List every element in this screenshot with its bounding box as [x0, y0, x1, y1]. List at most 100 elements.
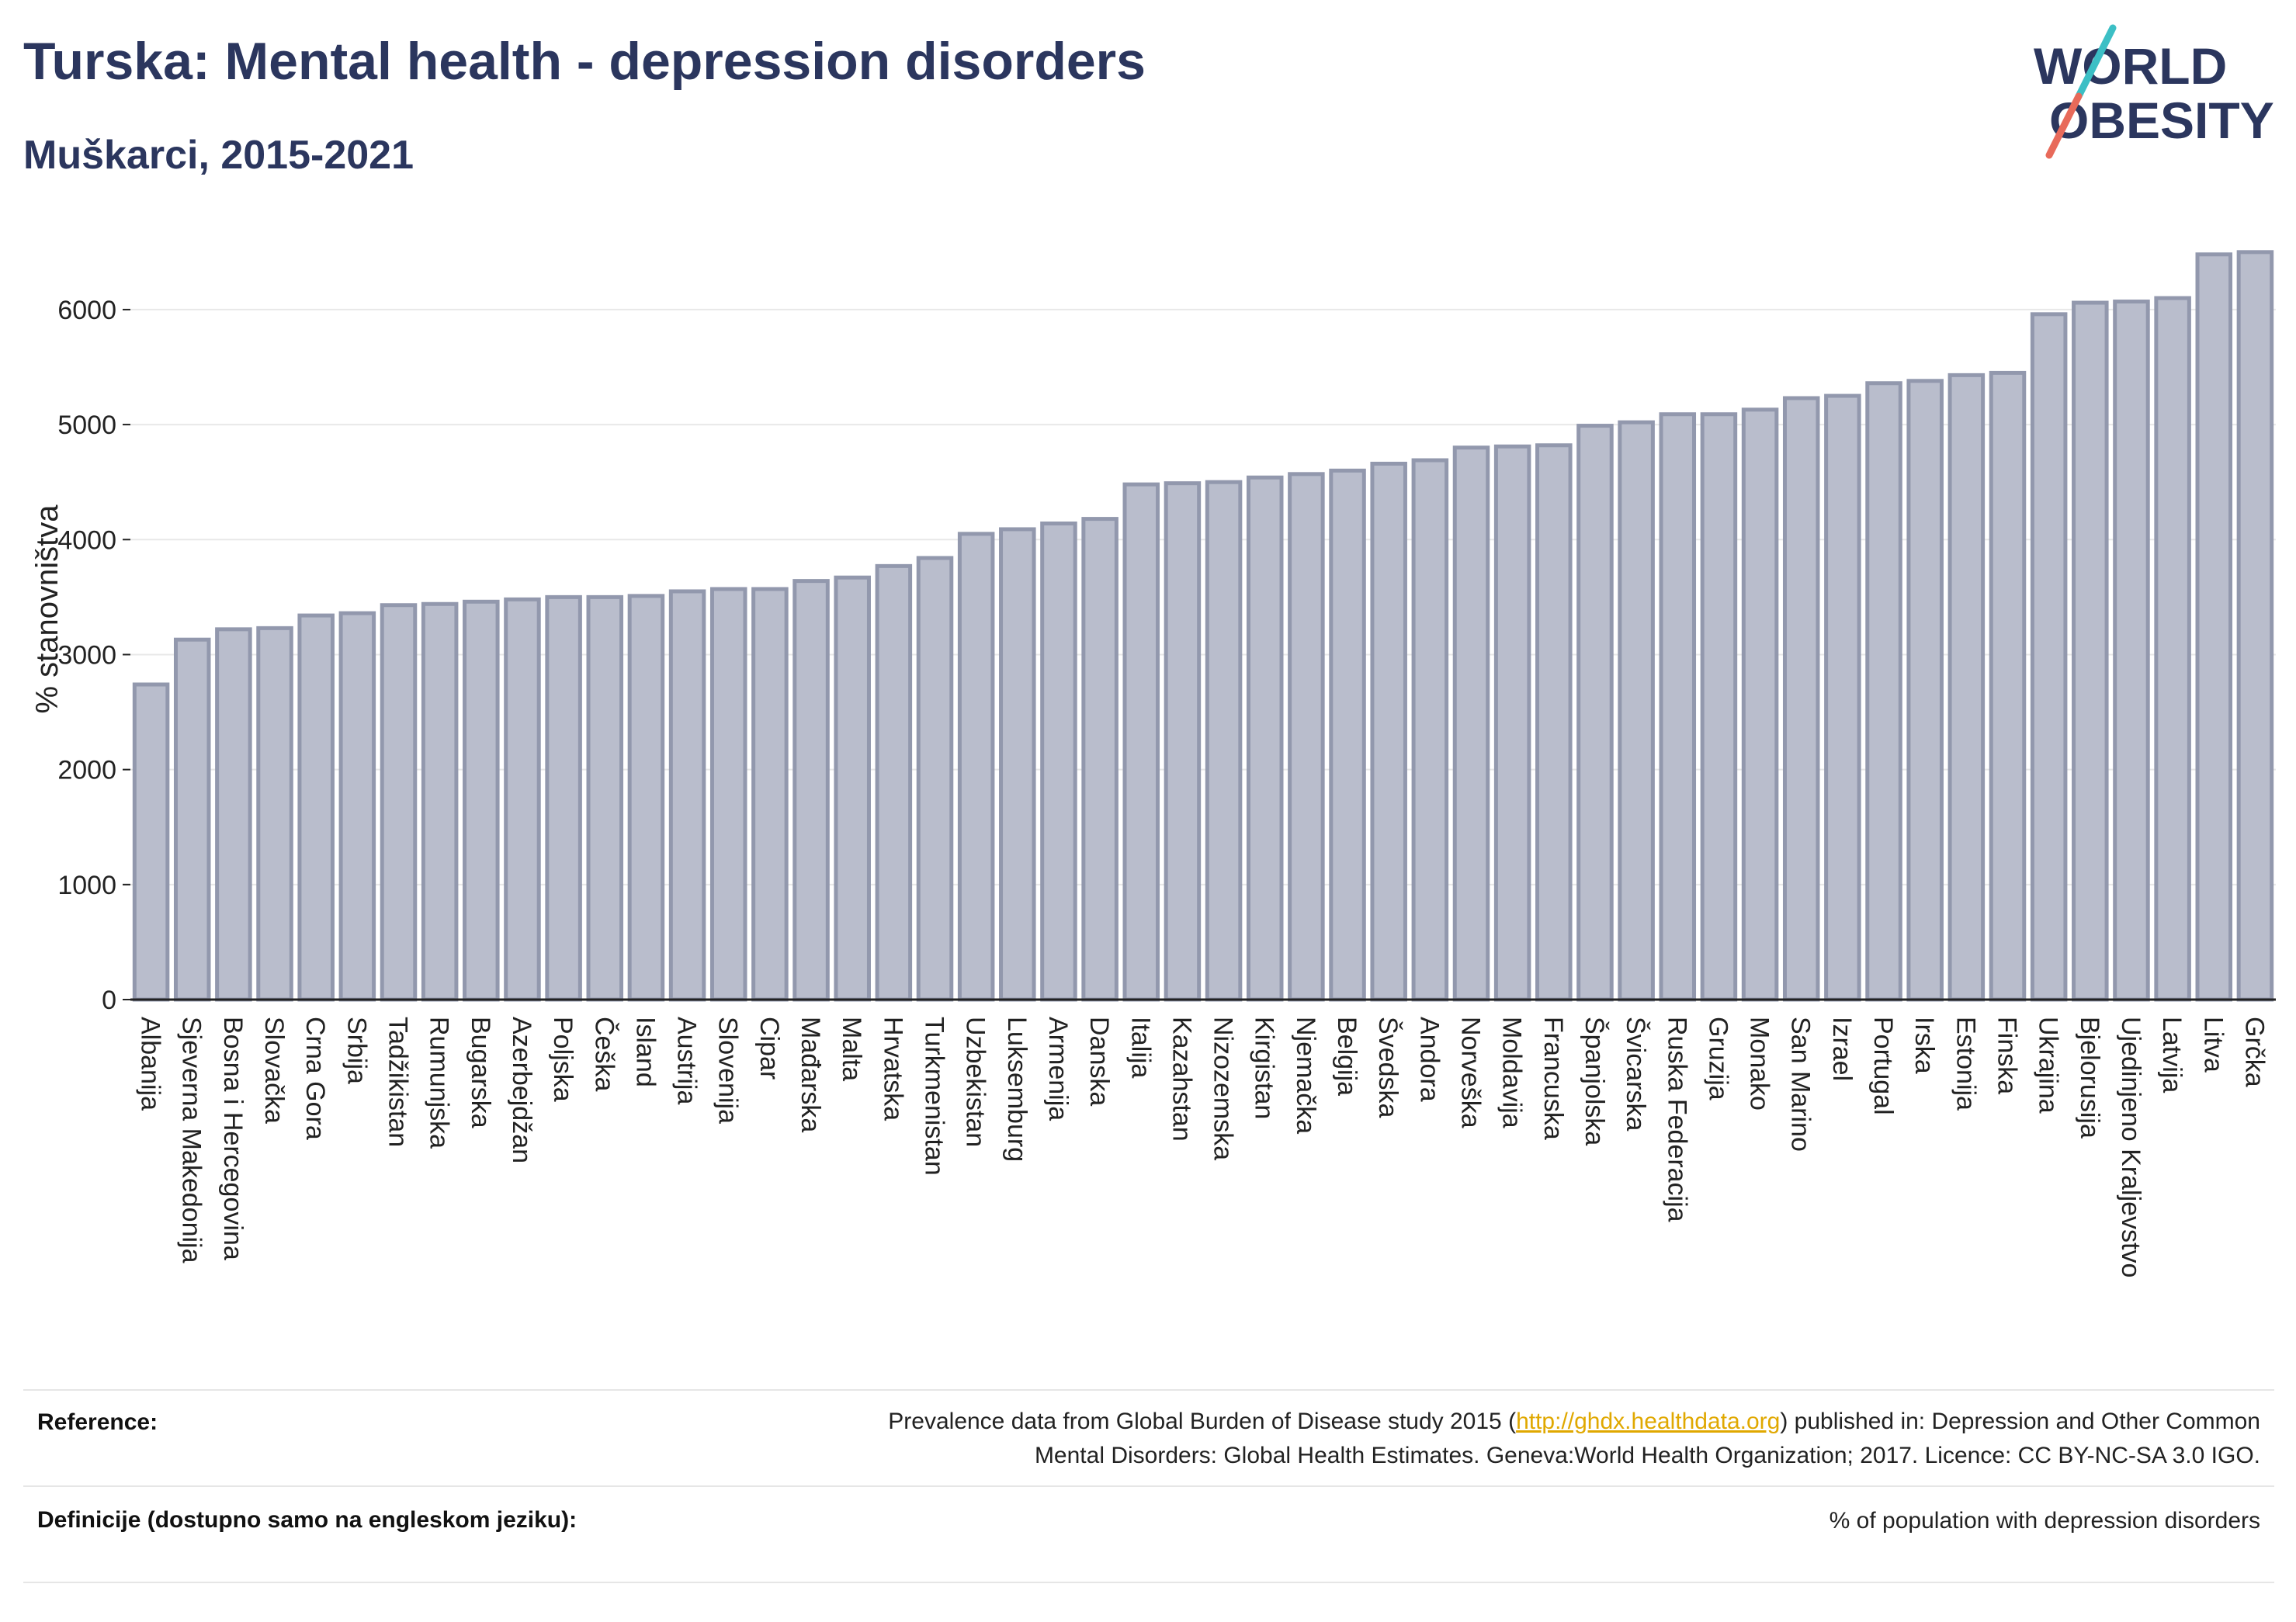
bar: [709, 587, 747, 1002]
page-title: Turska: Mental health - depression disor…: [23, 32, 1146, 91]
x-tick-label: Kazahstan: [1167, 1017, 1196, 1142]
bar: [2113, 300, 2150, 1002]
x-tick-label: Nizozemska: [1209, 1017, 1238, 1160]
bar: [793, 579, 830, 1002]
reference-text: Prevalence data from Global Burden of Di…: [630, 1405, 2260, 1473]
x-tick-label: Danska: [1084, 1017, 1114, 1106]
definition-text: % of population with depression disorder…: [1829, 1508, 2260, 1534]
bar: [1452, 445, 1490, 1002]
x-axis: Albanija Sjeverna Makedonija Bosna i Herce…: [130, 998, 2276, 1277]
bar: [2236, 250, 2274, 1002]
x-tick-label: Armenija: [1043, 1017, 1073, 1121]
x-tick-label: Finska: [1993, 1017, 2022, 1094]
x-tick-label: Albanija: [136, 1017, 165, 1111]
bar: [2154, 296, 2191, 1002]
bar: [1040, 522, 1077, 1002]
bar: [256, 626, 293, 1002]
y-tick-label: 0: [102, 986, 116, 1015]
y-tick-label: 2000: [57, 756, 116, 785]
x-tick-label: Tadžikistan: [383, 1017, 413, 1147]
bar: [545, 594, 582, 1002]
x-tick-label: Estonija: [1951, 1017, 1980, 1111]
x-tick-label: Španjolska: [1580, 1017, 1609, 1145]
reference-label: Reference:: [37, 1409, 158, 1435]
x-tick-label: Crna Gora: [300, 1017, 330, 1140]
x-tick-label: Monako: [1745, 1017, 1774, 1111]
y-axis-label: % stanovništva: [30, 504, 64, 714]
bar: [1865, 381, 1902, 1002]
y-tick-label: 4000: [57, 525, 116, 555]
x-tick-label: Francuska: [1538, 1017, 1568, 1140]
x-tick-label: Rumunjska: [425, 1017, 454, 1149]
x-tick-label: Njemačka: [1291, 1017, 1320, 1134]
logo-slash-coral-icon: [2045, 92, 2083, 159]
x-tick-label: Litva: [2198, 1017, 2228, 1073]
bar: [834, 575, 871, 1002]
x-tick-label: Češka: [589, 1017, 619, 1091]
bar: [1164, 481, 1202, 1002]
x-tick-label: Luksemburg: [1002, 1017, 1032, 1162]
bar: [2195, 252, 2233, 1002]
bar: [957, 532, 995, 1002]
x-tick-label: Kirgistan: [1250, 1017, 1279, 1119]
bar: [875, 563, 913, 1002]
bar: [751, 587, 789, 1002]
x-tick-label: Bosna i Hercegovina: [218, 1017, 248, 1260]
bar: [173, 637, 211, 1002]
bar: [586, 594, 624, 1002]
x-tick-label: Sjeverna Makedonija: [177, 1017, 206, 1263]
x-tick-label: Azerbejdžan: [507, 1017, 536, 1163]
y-tick-label: 3000: [57, 640, 116, 670]
bar-chart: 0 1000 2000 3000 4000 5000 6000 Albanija Sjever…: [30, 250, 2276, 1277]
x-tick-label: Bugarska: [466, 1017, 495, 1128]
bar: [1246, 475, 1284, 1002]
reference-row: Reference: Prevalence data from Global B…: [23, 1397, 2274, 1490]
bar: [2030, 312, 2068, 1002]
bar: [1947, 373, 1986, 1002]
x-tick-label: Slovačka: [259, 1017, 289, 1124]
x-tick-label: Izrael: [1827, 1017, 1857, 1081]
world-obesity-logo: WORLD OBESITY: [2034, 24, 2274, 159]
x-tick-label: Ukrajina: [2034, 1017, 2063, 1114]
x-tick-label: Irska: [1909, 1017, 1939, 1074]
page-subtitle: Muškarci, 2015-2021: [23, 133, 414, 178]
bar: [215, 627, 252, 1002]
bar: [916, 556, 954, 1002]
bar: [1122, 482, 1160, 1002]
bar: [1370, 461, 1407, 1002]
x-tick-label: San Marino: [1786, 1017, 1816, 1152]
x-tick-label: Cipar: [754, 1017, 784, 1080]
bar: [999, 527, 1036, 1002]
bar: [1493, 444, 1531, 1002]
x-tick-label: Austrija: [672, 1017, 702, 1104]
x-tick-label: Srbija: [342, 1017, 371, 1084]
x-tick-label: Hrvatska: [878, 1017, 907, 1121]
reference-link[interactable]: http://ghdx.healthdata.org: [1516, 1409, 1781, 1434]
bar: [668, 589, 706, 1002]
x-tick-label: Belgija: [1332, 1017, 1361, 1096]
bar: [1288, 472, 1325, 1002]
x-tick-label: Grčka: [2239, 1017, 2269, 1087]
definition-label: Definicije (dostupno samo na engleskom j…: [37, 1507, 577, 1533]
x-tick-label: Latvija: [2157, 1017, 2187, 1093]
bar: [1329, 468, 1366, 1002]
x-tick-label: Turkmenistan: [920, 1017, 949, 1176]
footer-divider-top: [23, 1389, 2274, 1391]
bar: [338, 611, 376, 1002]
chart-bars: [132, 250, 2274, 1002]
x-tick-label: Norveška: [1456, 1017, 1486, 1128]
bar: [421, 601, 459, 1002]
reference-text-part1: Prevalence data from Global Burden of Di…: [888, 1409, 1517, 1434]
x-tick-label: Island: [630, 1017, 660, 1087]
bar: [1824, 393, 1861, 1002]
bar: [1081, 517, 1119, 1002]
reference-text-line2: Mental Disorders: Global Health Estimate…: [1034, 1443, 2260, 1468]
bar: [132, 682, 170, 1002]
x-tick-label: Švicarska: [1621, 1017, 1650, 1131]
x-tick-label: Andora: [1414, 1017, 1444, 1102]
bar: [297, 613, 335, 1002]
bar: [463, 599, 500, 1002]
x-tick-label: Švedska: [1373, 1017, 1403, 1118]
bar: [1741, 407, 1779, 1002]
footer-divider-middle: [23, 1485, 2274, 1487]
